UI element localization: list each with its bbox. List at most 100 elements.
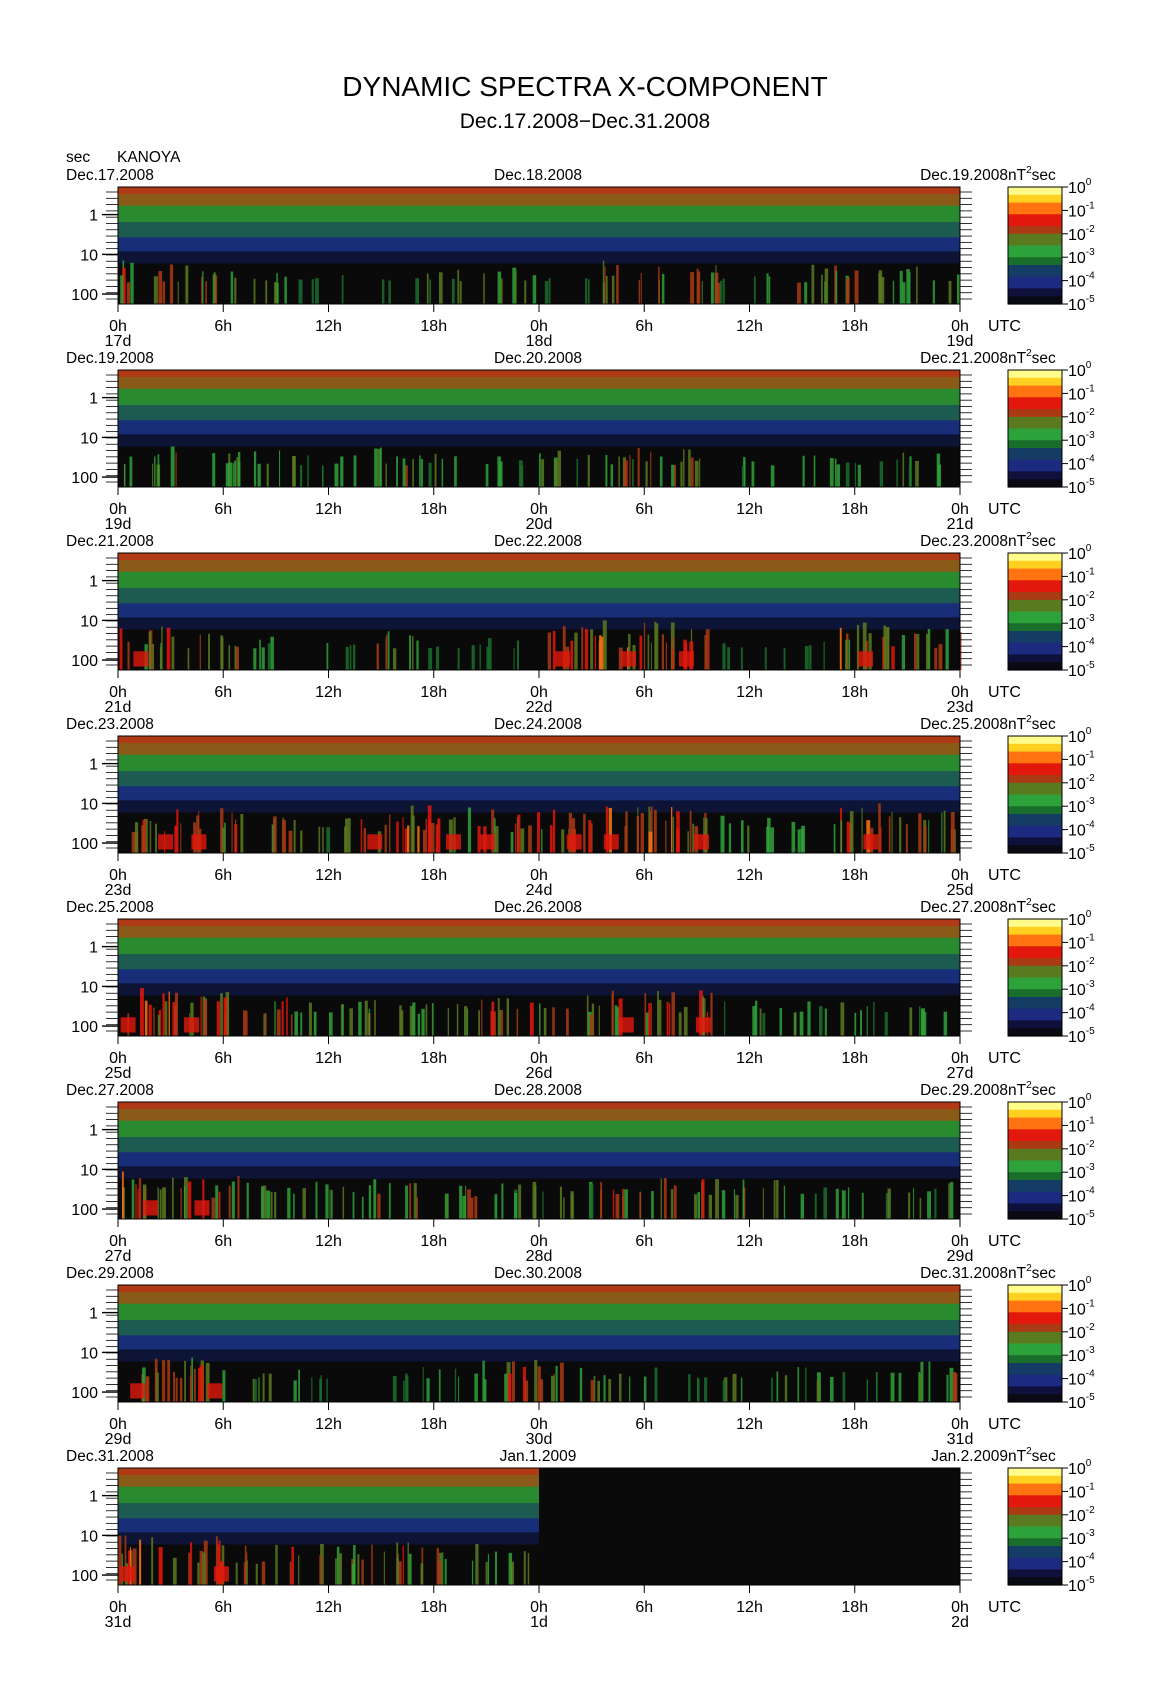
x-tick-label: 0h xyxy=(951,501,969,518)
y-tick-label: 100 xyxy=(71,1019,98,1036)
colorbar-frame xyxy=(1007,1284,1063,1403)
activity-streak xyxy=(534,1359,538,1402)
panel-date-right: Dec.19.2008 xyxy=(920,167,1008,184)
colorbar-stripe xyxy=(1008,588,1062,593)
activity-streak xyxy=(892,280,895,304)
activity-streak xyxy=(162,281,166,304)
activity-streak xyxy=(246,1560,248,1585)
colorbar: 100 10-1 10-2 10-3 10-4 10-5 xyxy=(1007,909,1095,1046)
activity-streak xyxy=(562,626,566,670)
activity-streak xyxy=(676,811,680,853)
activity-streak xyxy=(358,1001,362,1036)
activity-streak xyxy=(619,1373,622,1402)
activity-streak xyxy=(593,1375,596,1402)
colorbar-stripe xyxy=(1008,1471,1062,1477)
activity-streak xyxy=(741,820,744,853)
colorbar-stripe xyxy=(1008,463,1062,469)
activity-streak xyxy=(382,279,385,304)
activity-streak xyxy=(326,643,329,670)
colorbar-stripe xyxy=(1008,1125,1062,1130)
activity-streak xyxy=(554,459,558,487)
activity-streak xyxy=(711,272,714,304)
activity-streak xyxy=(264,1012,267,1036)
spectrum-band xyxy=(118,194,960,207)
colorbar-stripe xyxy=(1008,1028,1062,1033)
activity-streak xyxy=(302,1188,306,1219)
activity-streak xyxy=(184,1177,188,1219)
colorbar-stripe xyxy=(1008,222,1062,227)
colorbar-stripe xyxy=(1008,965,1062,971)
y-tick-label: 1 xyxy=(89,574,98,591)
utc-label: UTC xyxy=(988,867,1021,884)
activity-streak xyxy=(722,643,726,670)
activity-peak xyxy=(142,1200,158,1216)
activity-streak xyxy=(155,823,157,853)
activity-streak xyxy=(537,1366,541,1402)
colorbar: 100 10-1 10-2 10-3 10-4 10-5 xyxy=(1007,360,1095,497)
activity-streak xyxy=(512,267,517,304)
colorbar-tick-label: 10-4 xyxy=(1068,1552,1095,1572)
activity-streak xyxy=(457,647,460,670)
colorbar-unit-label: nT2sec xyxy=(1008,1263,1056,1282)
activity-streak xyxy=(797,282,801,304)
activity-streak xyxy=(657,990,659,1036)
colorbar-stripe xyxy=(1008,385,1062,391)
colorbar-stripe xyxy=(1008,786,1062,792)
activity-streak xyxy=(357,1554,360,1585)
activity-streak xyxy=(361,1196,364,1219)
activity-streak xyxy=(504,1373,508,1402)
activity-streak xyxy=(845,462,850,487)
activity-streak xyxy=(347,818,351,853)
activity-streak xyxy=(437,818,441,853)
activity-streak xyxy=(286,997,288,1036)
panel-date-left: Dec.19.2008 xyxy=(66,350,154,367)
activity-streak xyxy=(668,1003,671,1036)
activity-streak xyxy=(829,458,834,487)
activity-streak xyxy=(315,278,319,304)
activity-streak xyxy=(447,1007,449,1036)
colorbar-stripe xyxy=(1008,475,1062,480)
activity-streak xyxy=(861,1192,864,1219)
activity-streak xyxy=(193,1368,196,1402)
activity-peak xyxy=(480,834,495,850)
activity-streak xyxy=(407,1542,409,1585)
activity-streak xyxy=(909,1007,913,1036)
panel-date-right: Dec.21.2008 xyxy=(920,350,1008,367)
colorbar-stripe xyxy=(1008,958,1062,963)
activity-streak xyxy=(823,1187,827,1219)
activity-streak xyxy=(689,810,692,853)
activity-streak xyxy=(205,281,207,304)
x-tick-label: 6h xyxy=(635,318,653,335)
spectrum-band xyxy=(118,1518,539,1533)
colorbar-stripe xyxy=(1008,930,1062,936)
activity-streak xyxy=(153,1007,155,1036)
x-tick-label: 12h xyxy=(736,1050,763,1067)
x-tick-label: 12h xyxy=(315,318,342,335)
activity-streak xyxy=(144,1000,148,1036)
activity-streak xyxy=(243,1562,247,1585)
activity-streak xyxy=(733,1189,735,1219)
x-tick-label: 12h xyxy=(315,1050,342,1067)
colorbar-stripe xyxy=(1008,1102,1062,1107)
activity-streak xyxy=(854,1012,857,1036)
activity-streak xyxy=(270,1191,273,1219)
activity-streak xyxy=(130,262,134,304)
activity-streak xyxy=(683,1006,688,1036)
activity-streak xyxy=(800,1193,804,1219)
activity-streak xyxy=(371,1544,373,1585)
activity-streak xyxy=(816,1379,821,1402)
x-tick-label: 0h xyxy=(951,1233,969,1250)
activity-streak xyxy=(568,812,572,853)
activity-peak xyxy=(566,834,582,850)
activity-streak xyxy=(187,648,190,670)
activity-streak xyxy=(270,636,274,670)
spectrum-band xyxy=(118,1468,539,1476)
activity-streak xyxy=(665,820,667,853)
activity-streak xyxy=(385,637,387,670)
x-tick-label: 18h xyxy=(420,318,447,335)
spectrum-band xyxy=(118,1349,960,1362)
colorbar-stripe xyxy=(1008,794,1062,799)
activity-streak xyxy=(444,1193,449,1219)
panel-date-right: Dec.31.2008 xyxy=(920,1265,1008,1282)
activity-streak xyxy=(704,635,707,670)
